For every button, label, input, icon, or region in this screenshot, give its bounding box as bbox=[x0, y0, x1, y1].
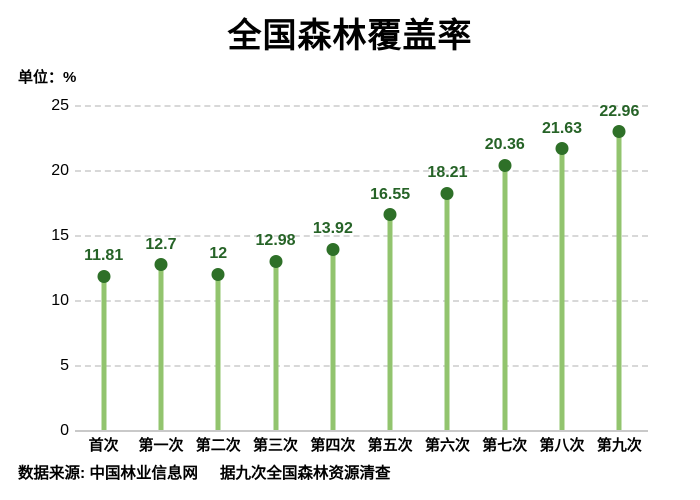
lollipop-group: 12.7 第一次 bbox=[132, 105, 189, 453]
lollipop-dot bbox=[440, 186, 454, 200]
lollipop-stem bbox=[330, 249, 336, 430]
lollipop-stem bbox=[101, 276, 107, 430]
y-tick-label: 20 bbox=[51, 162, 69, 179]
lollipop-dot bbox=[154, 258, 168, 272]
source-note: 据九次全国森林资源清查 bbox=[219, 465, 391, 482]
lollipop-group: 22.96 第九次 bbox=[591, 103, 648, 453]
lollipop-group: 16.55 第五次 bbox=[362, 105, 419, 453]
lollipop-dot bbox=[555, 142, 569, 156]
lollipop-stem bbox=[387, 214, 393, 430]
value-label: 12 bbox=[209, 245, 228, 262]
value-label: 22.96 bbox=[599, 102, 640, 120]
value-label: 11.81 bbox=[84, 247, 124, 265]
lollipop-group: 11.81 首次 bbox=[75, 105, 132, 453]
value-label: 12.7 bbox=[145, 235, 177, 253]
value-label: 20.36 bbox=[484, 136, 525, 154]
source-line: 数据来源: 中国林业信息网 据九次全国森林资源清查 bbox=[18, 461, 391, 483]
lollipop-stem bbox=[215, 274, 221, 430]
value-label: 13.92 bbox=[312, 220, 353, 238]
lollipop-group: 12 第二次 bbox=[190, 105, 247, 454]
x-axis-baseline bbox=[75, 430, 648, 432]
x-tick-label: 第五次 bbox=[367, 437, 413, 454]
y-tick-label: 5 bbox=[60, 357, 69, 374]
y-tick-label: 15 bbox=[51, 227, 69, 244]
lollipop-group: 13.92 第四次 bbox=[304, 105, 361, 453]
lollipop-stem bbox=[559, 148, 565, 430]
lollipop-dot bbox=[383, 208, 397, 222]
x-tick-label: 第二次 bbox=[195, 437, 241, 454]
value-label: 18.21 bbox=[427, 164, 468, 182]
gridline bbox=[75, 105, 648, 107]
value-label: 16.55 bbox=[370, 185, 411, 203]
gridline bbox=[75, 365, 648, 367]
value-label: 12.98 bbox=[255, 232, 296, 250]
lollipop-dot bbox=[97, 269, 111, 283]
lollipop-stem bbox=[502, 165, 508, 430]
lollipop-stem bbox=[273, 261, 279, 430]
x-tick-label: 第六次 bbox=[424, 437, 470, 454]
x-tick-label: 第三次 bbox=[253, 437, 299, 454]
lollipop-dot bbox=[498, 158, 512, 172]
x-tick-label: 首次 bbox=[88, 437, 119, 454]
lollipop-group: 21.63 第八次 bbox=[533, 105, 590, 453]
lollipop-dot bbox=[326, 242, 340, 256]
source-label: 数据来源: 中国林业信息网 bbox=[18, 465, 198, 482]
x-tick-label: 第七次 bbox=[482, 437, 528, 454]
plot-area: 0 5 10 15 20 25 11.81 首次 12.7 第一次 12 第二次 12.98 第三次 13.… bbox=[51, 98, 648, 454]
lollipop-group: 18.21 第六次 bbox=[419, 105, 476, 453]
unit-label: 单位：% bbox=[18, 69, 77, 86]
gridline bbox=[75, 170, 648, 172]
lollipop-stem bbox=[444, 193, 450, 430]
lollipop-dot bbox=[612, 125, 626, 139]
lollipop-stem bbox=[616, 131, 622, 430]
lollipop-stem bbox=[158, 264, 164, 430]
x-tick-label: 第一次 bbox=[138, 437, 184, 454]
value-label: 21.63 bbox=[542, 119, 583, 137]
x-tick-label: 第八次 bbox=[539, 437, 585, 454]
x-tick-label: 第四次 bbox=[310, 437, 356, 454]
lollipop-group: 20.36 第七次 bbox=[476, 105, 533, 453]
lollipop-group: 12.98 第三次 bbox=[247, 105, 304, 453]
gridline bbox=[75, 235, 648, 237]
y-tick-label: 10 bbox=[51, 292, 69, 309]
lollipop-dot bbox=[269, 254, 283, 268]
y-tick-label: 0 bbox=[60, 422, 69, 439]
chart-title: 全国森林覆盖率 bbox=[227, 17, 473, 55]
lollipop-dot bbox=[211, 267, 225, 281]
y-tick-label: 25 bbox=[51, 97, 69, 114]
x-tick-label: 第九次 bbox=[596, 437, 642, 454]
gridline bbox=[75, 300, 648, 302]
